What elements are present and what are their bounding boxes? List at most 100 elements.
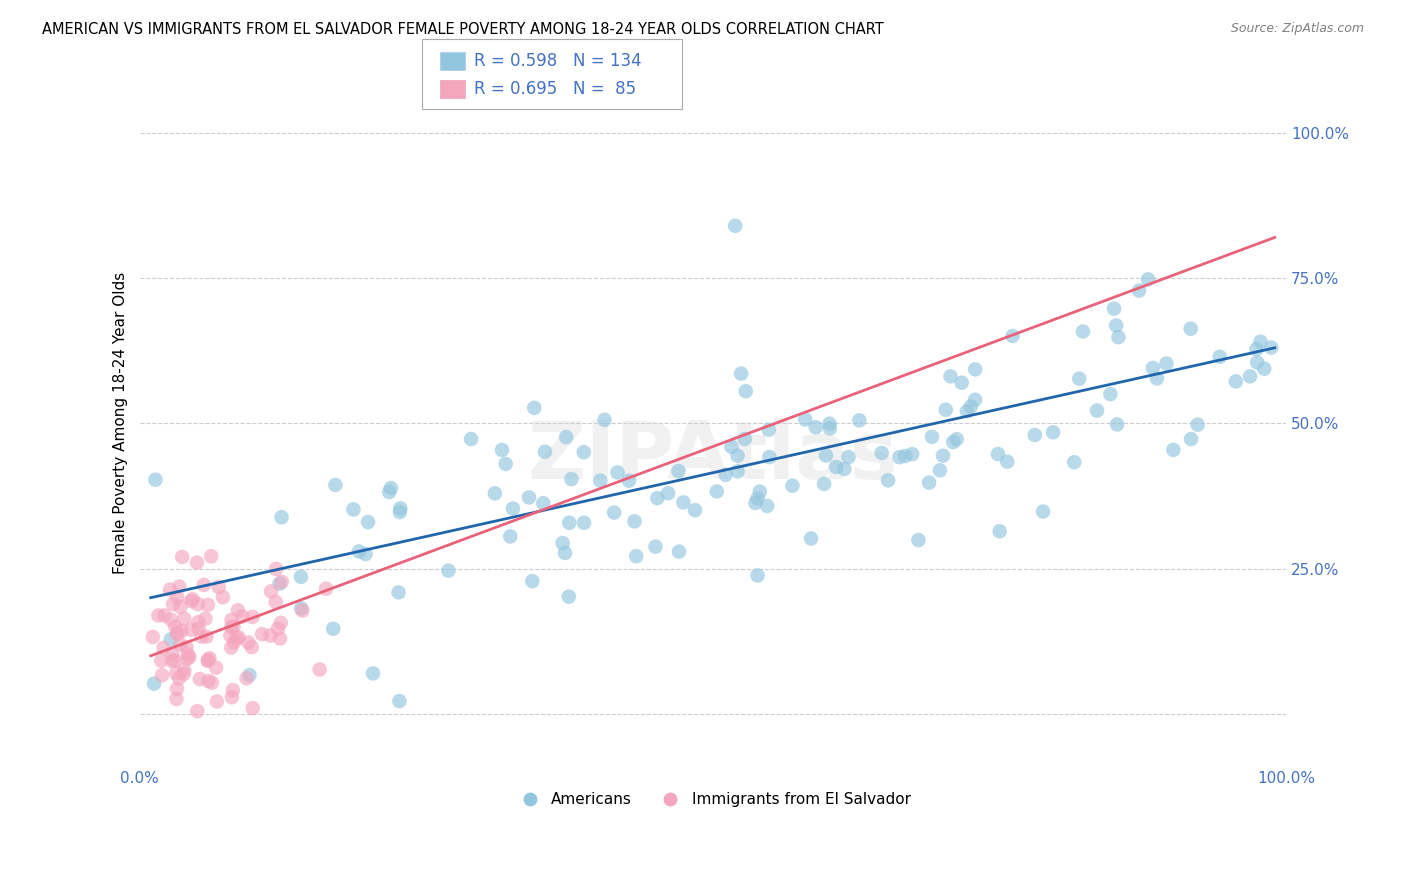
Point <box>222 620 245 634</box>
Point <box>173 663 195 677</box>
Point <box>269 576 291 591</box>
Point <box>342 502 364 516</box>
Point <box>499 529 522 543</box>
Point <box>921 430 943 444</box>
Point <box>517 491 540 505</box>
Point <box>727 449 749 463</box>
Point <box>388 505 411 519</box>
Point <box>950 376 973 390</box>
Point <box>222 683 245 698</box>
Point <box>551 536 574 550</box>
Point <box>186 704 208 718</box>
Point <box>242 701 264 715</box>
Point <box>380 481 402 495</box>
Point <box>1069 372 1091 386</box>
Text: ZIPAtlas: ZIPAtlas <box>527 418 898 496</box>
Point <box>901 447 924 461</box>
Point <box>169 638 191 652</box>
Point <box>714 467 737 482</box>
Text: 100.0%: 100.0% <box>1257 772 1315 787</box>
Point <box>942 435 965 450</box>
Point <box>172 549 194 564</box>
Point <box>491 442 513 457</box>
Point <box>238 668 260 682</box>
Point <box>166 591 188 605</box>
Point <box>617 474 640 488</box>
Point <box>160 632 183 647</box>
Point <box>706 484 728 499</box>
Point <box>169 580 191 594</box>
Point <box>200 549 222 564</box>
Point <box>169 599 191 614</box>
Point <box>848 413 870 427</box>
Point <box>626 549 648 564</box>
Point <box>180 594 202 608</box>
Point <box>1156 357 1178 371</box>
Text: 0.0%: 0.0% <box>120 772 159 787</box>
Point <box>825 460 848 475</box>
Point <box>291 604 314 618</box>
Point <box>162 597 184 611</box>
Point <box>572 445 595 459</box>
Point <box>188 672 211 686</box>
Point <box>730 367 752 381</box>
Point <box>152 640 174 655</box>
Point <box>212 590 235 604</box>
Point <box>1099 387 1122 401</box>
Point <box>187 597 209 611</box>
Point <box>555 430 578 444</box>
Point <box>150 654 173 668</box>
Point <box>219 629 242 643</box>
Point <box>1085 403 1108 417</box>
Point <box>1128 284 1150 298</box>
Text: Source: ZipAtlas.com: Source: ZipAtlas.com <box>1230 22 1364 36</box>
Point <box>315 582 337 596</box>
Point <box>734 384 756 399</box>
Point <box>290 601 312 615</box>
Point <box>918 475 941 490</box>
Point <box>219 640 242 655</box>
Point <box>173 612 195 626</box>
Point <box>734 432 756 446</box>
Point <box>205 694 228 708</box>
Point <box>269 632 291 646</box>
Point <box>939 369 962 384</box>
Point <box>221 690 243 705</box>
Point <box>1105 318 1128 333</box>
Point <box>378 485 401 500</box>
Point <box>1260 341 1282 355</box>
Point <box>347 544 370 558</box>
Point <box>1001 329 1024 343</box>
Point <box>1063 455 1085 469</box>
Point <box>727 464 749 478</box>
Point <box>186 556 208 570</box>
Point <box>870 446 893 460</box>
Point <box>756 499 779 513</box>
Text: R = 0.598   N = 134: R = 0.598 N = 134 <box>474 52 641 70</box>
Point <box>1180 322 1202 336</box>
Point <box>495 457 517 471</box>
Point <box>838 450 860 464</box>
Point <box>1253 361 1275 376</box>
Point <box>354 547 377 561</box>
Point <box>308 663 330 677</box>
Point <box>647 491 669 505</box>
Point <box>945 432 967 446</box>
Point <box>264 595 287 609</box>
Point <box>176 651 198 665</box>
Point <box>1042 425 1064 440</box>
Point <box>1180 432 1202 446</box>
Point <box>193 578 215 592</box>
Point <box>932 449 955 463</box>
Point <box>813 476 835 491</box>
Point <box>197 673 219 688</box>
Point <box>558 590 581 604</box>
Point <box>173 666 195 681</box>
Point <box>522 574 544 588</box>
Point <box>163 654 186 668</box>
Point <box>894 449 917 463</box>
Point <box>531 496 554 510</box>
Point <box>889 450 911 465</box>
Point <box>242 610 264 624</box>
Point <box>758 423 780 437</box>
